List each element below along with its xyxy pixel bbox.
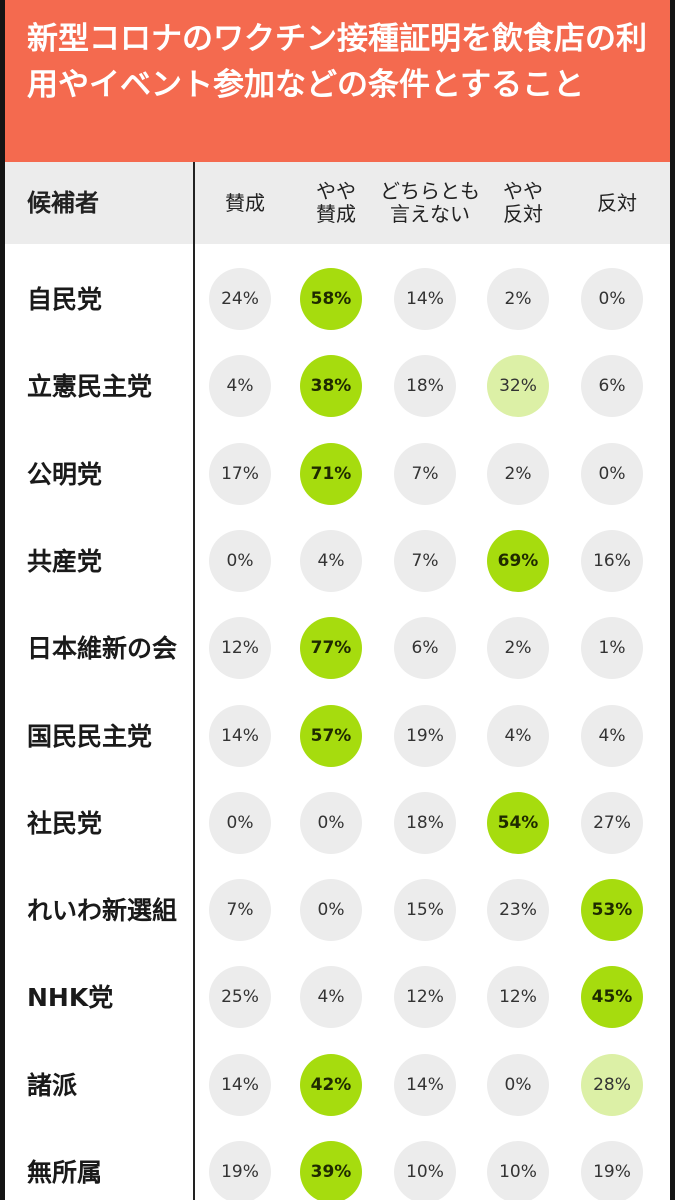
value-bubble-somewhat-disagree: 23% bbox=[487, 879, 549, 942]
value-bubble-somewhat-disagree: 0% bbox=[487, 1053, 549, 1116]
title-bar: 新型コロナのワクチン接種証明を飲食店の利用やイベント参加などの条件とすること bbox=[5, 0, 670, 162]
value-bubble-agree: 24% bbox=[209, 268, 271, 330]
value-bubble-neutral: 6% bbox=[394, 617, 456, 680]
value-bubble-somewhat-disagree: 2% bbox=[487, 268, 549, 330]
value-bubble-agree: 14% bbox=[209, 1053, 271, 1116]
value-bubble-disagree: 16% bbox=[581, 529, 643, 592]
header-agree: 賛成 bbox=[225, 190, 265, 215]
value-bubble-disagree: 19% bbox=[581, 1141, 643, 1200]
party-label: 自民党 bbox=[27, 285, 103, 314]
value-bubble-agree: 0% bbox=[209, 791, 271, 854]
header-disagree: 反対 bbox=[597, 190, 637, 215]
table-row: NHK党 25% 4% 12% 12% 45% bbox=[5, 954, 670, 1041]
table-row: 無所属 19% 39% 10% 10% 19% bbox=[5, 1129, 670, 1200]
value-bubble-neutral: 14% bbox=[394, 1053, 456, 1116]
value-bubble-agree: 7% bbox=[209, 879, 271, 942]
value-bubble-disagree: 6% bbox=[581, 355, 643, 418]
value-bubble-neutral: 19% bbox=[394, 704, 456, 767]
value-bubble-neutral: 14% bbox=[394, 268, 456, 330]
party-label: 共産党 bbox=[27, 546, 103, 576]
value-bubble-disagree: 1% bbox=[581, 617, 643, 680]
party-label: NHK党 bbox=[27, 983, 114, 1013]
value-bubble-neutral: 10% bbox=[394, 1141, 456, 1200]
value-bubble-somewhat-agree: 42% bbox=[300, 1053, 362, 1116]
value-bubble-neutral: 7% bbox=[394, 442, 456, 505]
value-bubble-somewhat-agree: 58% bbox=[300, 268, 362, 330]
table-row: 公明党 17% 71% 7% 2% 0% bbox=[5, 431, 670, 518]
column-divider bbox=[193, 162, 195, 1200]
chart-title: 新型コロナのワクチン接種証明を飲食店の利用やイベント参加などの条件とすること bbox=[27, 21, 647, 103]
value-bubble-neutral: 18% bbox=[394, 355, 456, 418]
value-bubble-disagree: 45% bbox=[581, 966, 643, 1029]
value-bubble-somewhat-agree: 0% bbox=[300, 879, 362, 942]
value-bubble-somewhat-agree: 39% bbox=[300, 1141, 362, 1200]
value-bubble-agree: 25% bbox=[209, 966, 271, 1029]
value-bubble-somewhat-disagree: 54% bbox=[487, 791, 549, 854]
party-label: 公明党 bbox=[27, 459, 103, 489]
value-bubble-disagree: 28% bbox=[581, 1053, 643, 1116]
value-bubble-agree: 4% bbox=[209, 355, 271, 418]
value-bubble-somewhat-agree: 4% bbox=[300, 529, 362, 592]
value-bubble-somewhat-disagree: 4% bbox=[487, 704, 549, 767]
party-label: 国民民主党 bbox=[27, 721, 153, 751]
party-label: 立憲民主党 bbox=[27, 372, 153, 402]
header-somewhat-disagree: やや 反対 bbox=[503, 179, 543, 226]
value-bubble-somewhat-agree: 0% bbox=[300, 791, 362, 854]
table-row: 諸派 14% 42% 14% 0% 28% bbox=[5, 1042, 670, 1129]
value-bubble-somewhat-agree: 77% bbox=[300, 617, 362, 680]
value-bubble-agree: 12% bbox=[209, 617, 271, 680]
table-row: 自民党 24% 58% 14% 2% 0% bbox=[5, 256, 670, 343]
header-somewhat-agree: やや 賛成 bbox=[316, 179, 356, 226]
value-bubble-neutral: 12% bbox=[394, 966, 456, 1029]
table-row: 社民党 0% 0% 18% 54% 27% bbox=[5, 780, 670, 867]
value-bubble-somewhat-disagree: 2% bbox=[487, 617, 549, 680]
value-bubble-somewhat-agree: 71% bbox=[300, 442, 362, 505]
party-label: 日本維新の会 bbox=[27, 634, 178, 664]
party-label: 無所属 bbox=[27, 1158, 103, 1187]
value-bubble-somewhat-disagree: 10% bbox=[487, 1141, 549, 1200]
value-bubble-neutral: 18% bbox=[394, 791, 456, 854]
value-bubble-agree: 14% bbox=[209, 704, 271, 767]
value-bubble-disagree: 0% bbox=[581, 442, 643, 505]
value-bubble-disagree: 4% bbox=[581, 704, 643, 767]
chart-frame: 新型コロナのワクチン接種証明を飲食店の利用やイベント参加などの条件とすること 候… bbox=[5, 0, 670, 1200]
header-neutral: どちらとも 言えない bbox=[380, 179, 480, 226]
table-header: 候補者 賛成 やや 賛成 どちらとも 言えない やや 反対 反対 bbox=[5, 162, 670, 244]
value-bubble-somewhat-agree: 57% bbox=[300, 704, 362, 767]
table-row: 共産党 0% 4% 7% 69% 16% bbox=[5, 518, 670, 605]
header-candidates: 候補者 bbox=[27, 189, 99, 217]
value-bubble-disagree: 53% bbox=[581, 879, 643, 942]
table-row: 日本維新の会 12% 77% 6% 2% 1% bbox=[5, 605, 670, 692]
value-bubble-somewhat-disagree: 12% bbox=[487, 966, 549, 1029]
value-bubble-disagree: 0% bbox=[581, 268, 643, 330]
table-row: 国民民主党 14% 57% 19% 4% 4% bbox=[5, 693, 670, 780]
value-bubble-somewhat-disagree: 69% bbox=[487, 529, 549, 592]
value-bubble-somewhat-disagree: 32% bbox=[487, 355, 549, 418]
value-bubble-agree: 17% bbox=[209, 442, 271, 505]
value-bubble-agree: 19% bbox=[209, 1141, 271, 1200]
value-bubble-agree: 0% bbox=[209, 529, 271, 592]
value-bubble-somewhat-disagree: 2% bbox=[487, 442, 549, 505]
value-bubble-neutral: 15% bbox=[394, 879, 456, 942]
table-row: 立憲民主党 4% 38% 18% 32% 6% bbox=[5, 343, 670, 430]
value-bubble-somewhat-agree: 4% bbox=[300, 966, 362, 1029]
party-label: 諸派 bbox=[27, 1070, 78, 1100]
value-bubble-somewhat-agree: 38% bbox=[300, 355, 362, 418]
value-bubble-disagree: 27% bbox=[581, 791, 643, 854]
party-label: れいわ新選組 bbox=[27, 896, 178, 926]
table-row: れいわ新選組 7% 0% 15% 23% 53% bbox=[5, 867, 670, 954]
value-bubble-neutral: 7% bbox=[394, 529, 456, 592]
party-label: 社民党 bbox=[27, 808, 103, 838]
